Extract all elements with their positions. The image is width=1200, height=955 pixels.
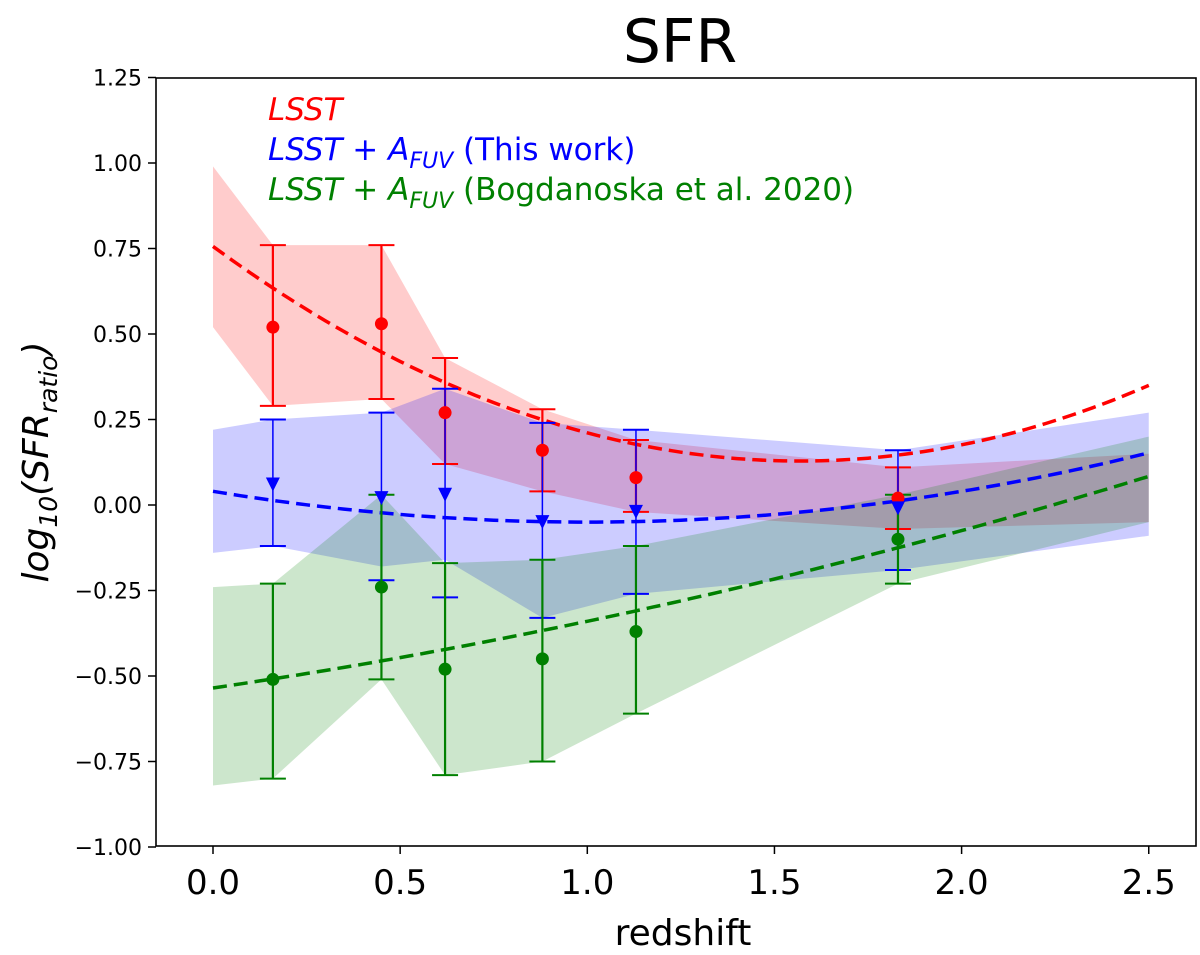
fit-curve-series-1	[212, 451, 1150, 524]
y-tick-label: 1.00	[93, 152, 142, 177]
x-tick-label: 2.0	[935, 863, 989, 903]
point-series-1	[374, 491, 389, 506]
fit-curve-series-2	[212, 474, 1150, 690]
chart-title: SFR	[623, 7, 737, 77]
x-axis-ticks: 0.0 0.5 1.0 1.5 2.0 2.5	[186, 846, 1176, 903]
y-tick-label: −0.50	[75, 665, 142, 690]
point-series-2	[438, 662, 452, 676]
legend-this-work-suffix: (This work)	[453, 132, 635, 168]
x-tick-label: 2.5	[1122, 863, 1176, 903]
x-tick-label: 0.5	[373, 863, 427, 903]
point-series-2	[535, 652, 549, 666]
y-tick-label: −0.75	[75, 751, 142, 776]
legend-this-work-sub: FUV	[409, 149, 455, 174]
point-series-1	[628, 504, 643, 519]
y-label-base: log	[16, 528, 57, 583]
legend: LSST LSST + AFUV (This work) LSST + AFUV…	[268, 92, 854, 214]
point-series-0	[438, 406, 452, 420]
point-series-1	[438, 487, 453, 502]
y-tick-label: −1.00	[75, 836, 142, 861]
band-series-1	[213, 388, 1149, 618]
y-axis-ticks: 1.25 1.00 0.75 0.50 0.25 0.00 −0.25 −0.50 −0.75 −…	[75, 67, 156, 861]
y-tick-label: 0.75	[93, 238, 142, 263]
x-tick-label: 1.0	[560, 863, 614, 903]
point-series-2	[374, 580, 388, 594]
point-series-0	[535, 443, 549, 457]
legend-bogdanoska-sub: FUV	[409, 189, 455, 214]
y-label-close: )	[16, 341, 57, 358]
confidence-bands	[213, 166, 1149, 786]
point-series-0	[266, 320, 280, 334]
y-label-sub2: ratio	[34, 356, 63, 414]
point-series-2	[891, 532, 905, 546]
point-series-1	[265, 477, 280, 492]
x-axis-label: redshift	[615, 913, 752, 954]
y-label-sub: 10	[34, 496, 63, 528]
fit-curve-series-0	[211, 244, 1150, 463]
data-points	[265, 317, 905, 686]
y-tick-label: −0.25	[75, 580, 142, 605]
legend-bogdanoska-main: LSST + A	[268, 172, 409, 208]
band-series-2	[213, 436, 1149, 786]
legend-entry-bogdanoska: LSST + AFUV (Bogdanoska et al. 2020)	[268, 172, 854, 214]
y-tick-label: 0.00	[93, 494, 142, 519]
legend-lsst-main: LSST	[268, 92, 345, 128]
point-series-0	[891, 491, 905, 505]
y-label-open: (SFR	[16, 413, 57, 496]
y-tick-label: 1.25	[93, 67, 142, 92]
x-tick-label: 0.0	[186, 863, 240, 903]
point-series-2	[629, 625, 643, 639]
y-tick-label: 0.25	[93, 409, 142, 434]
fit-curves	[211, 244, 1150, 690]
point-series-0	[629, 471, 643, 485]
legend-this-work-main: LSST + A	[268, 132, 409, 168]
point-series-2	[266, 672, 280, 686]
band-series-0	[213, 166, 1149, 529]
y-tick-label: 0.50	[93, 323, 142, 348]
point-series-0	[374, 317, 388, 331]
x-tick-label: 1.5	[747, 863, 801, 903]
point-series-1	[535, 515, 550, 530]
plot-frame	[155, 77, 1197, 847]
y-axis-label: log10(SFRratio)	[16, 341, 63, 582]
legend-entry-this-work: LSST + AFUV (This work)	[268, 132, 635, 174]
legend-bogdanoska-suffix: (Bogdanoska et al. 2020)	[453, 172, 854, 208]
legend-entry-lsst: LSST	[268, 92, 345, 128]
point-series-1	[890, 501, 905, 516]
